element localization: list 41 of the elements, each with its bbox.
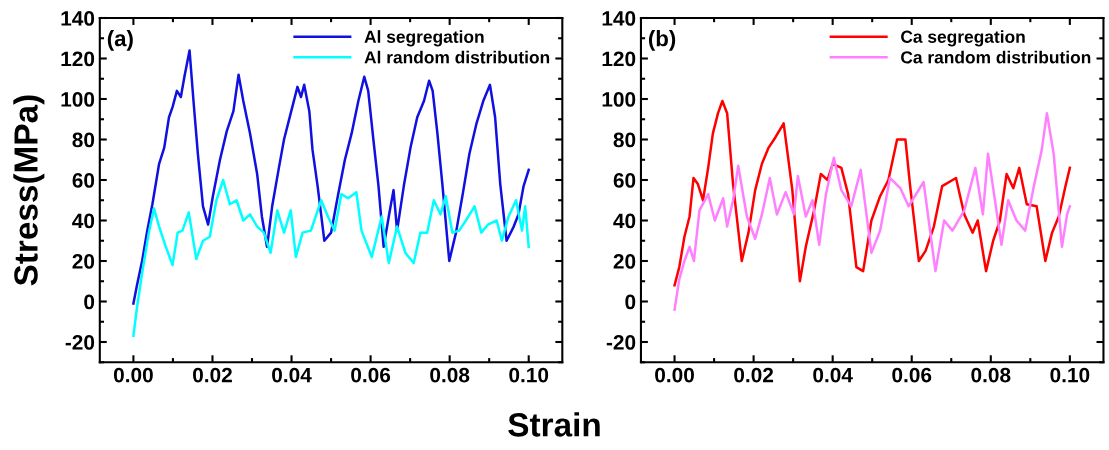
x-tick-label: 0.04 (272, 367, 312, 383)
x-tick-label: 0.02 (734, 367, 774, 383)
y-tick-label: 40 (72, 213, 95, 229)
x-tick-label: 0.06 (892, 367, 932, 383)
y-tick-label: 20 (613, 254, 636, 269)
legend-label: Ca segregation (901, 30, 1025, 47)
y-tick-label: 0 (84, 294, 95, 310)
y-tick-label: 80 (72, 132, 95, 148)
x-tick-label: 0.06 (351, 367, 391, 383)
x-tick-label: 0.08 (430, 367, 470, 383)
y-tick-label: 120 (602, 51, 636, 67)
line-series (673, 99, 1072, 287)
annotation: (a) (107, 30, 133, 51)
y-tick-label: 120 (61, 51, 95, 67)
y-tick-label: 140 (61, 11, 95, 26)
y-tick-label: 100 (61, 92, 95, 107)
x-axis-title: Strain (508, 412, 600, 437)
legend-label: Ca random distribution (901, 50, 1091, 64)
legend-label: Al random distribution (364, 50, 550, 64)
y-tick-label: -20 (65, 335, 95, 350)
y-tick-label: 140 (602, 11, 636, 26)
x-tick-label: 0.02 (193, 367, 232, 383)
y-tick-label: 60 (72, 173, 95, 188)
y-tick-label: 0 (625, 294, 636, 310)
y-tick-label: 60 (613, 173, 636, 188)
x-tick-label: 0.00 (655, 367, 694, 383)
y-tick-label: 20 (72, 254, 95, 269)
x-tick-label: 0.10 (509, 367, 549, 383)
legend-label: Al segregation (364, 30, 484, 47)
x-tick-label: 0.00 (113, 367, 153, 383)
line-series (673, 111, 1072, 311)
x-tick-label: 0.04 (813, 367, 853, 383)
annotation: (b) (648, 30, 676, 51)
line-series (132, 178, 530, 338)
y-tick-label: -20 (606, 335, 636, 350)
y-tick-label: 40 (613, 213, 636, 229)
y-tick-label: 80 (613, 132, 636, 148)
x-tick-label: 0.08 (971, 367, 1011, 383)
y-tick-label: 100 (602, 92, 636, 107)
y-axis-title: Stress(MPa) (13, 95, 45, 286)
x-tick-label: 0.10 (1050, 367, 1090, 383)
